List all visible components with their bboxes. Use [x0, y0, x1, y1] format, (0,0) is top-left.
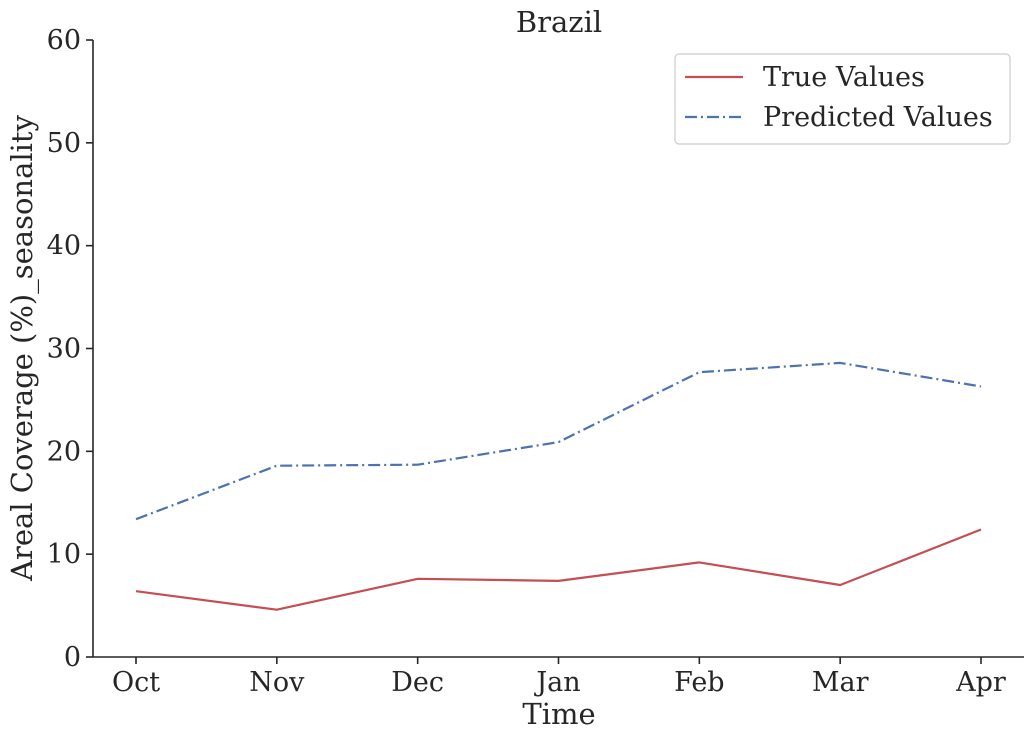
y-tick-label: 50	[47, 128, 81, 159]
x-tick-label: Jan	[533, 667, 580, 698]
legend-box	[674, 53, 1011, 145]
y-tick-label: 60	[47, 25, 81, 56]
legend-label-true-values: True Values	[763, 62, 925, 93]
legend: True Values Predicted Values	[674, 53, 1011, 145]
chart-title: Brazil	[516, 5, 602, 39]
y-tick-label: 30	[47, 334, 81, 365]
y-tick-label: 10	[47, 539, 81, 570]
x-tick-label: Nov	[249, 667, 305, 698]
y-ticks: 0 10 20 30 40 50 60	[47, 25, 93, 673]
series-line-true-values	[135, 528, 982, 611]
x-tick-label: Apr	[955, 667, 1006, 698]
x-tick-label: Dec	[391, 667, 444, 698]
legend-label-predicted-values: Predicted Values	[763, 102, 993, 133]
y-axis-label: Areal Coverage (%)_seasonality	[5, 114, 40, 582]
x-tick-label: Oct	[112, 667, 160, 698]
x-tick-label: Feb	[674, 667, 725, 698]
y-tick-label: 0	[64, 642, 81, 673]
x-tick-label: Mar	[812, 667, 869, 698]
x-ticks: Oct Nov Dec Jan Feb Mar Apr	[112, 657, 1006, 698]
plot-lines	[135, 361, 982, 611]
y-tick-label: 40	[47, 231, 81, 262]
x-axis-label: Time	[522, 697, 595, 731]
series-line-predicted-values	[135, 361, 982, 521]
y-tick-label: 20	[47, 436, 81, 467]
